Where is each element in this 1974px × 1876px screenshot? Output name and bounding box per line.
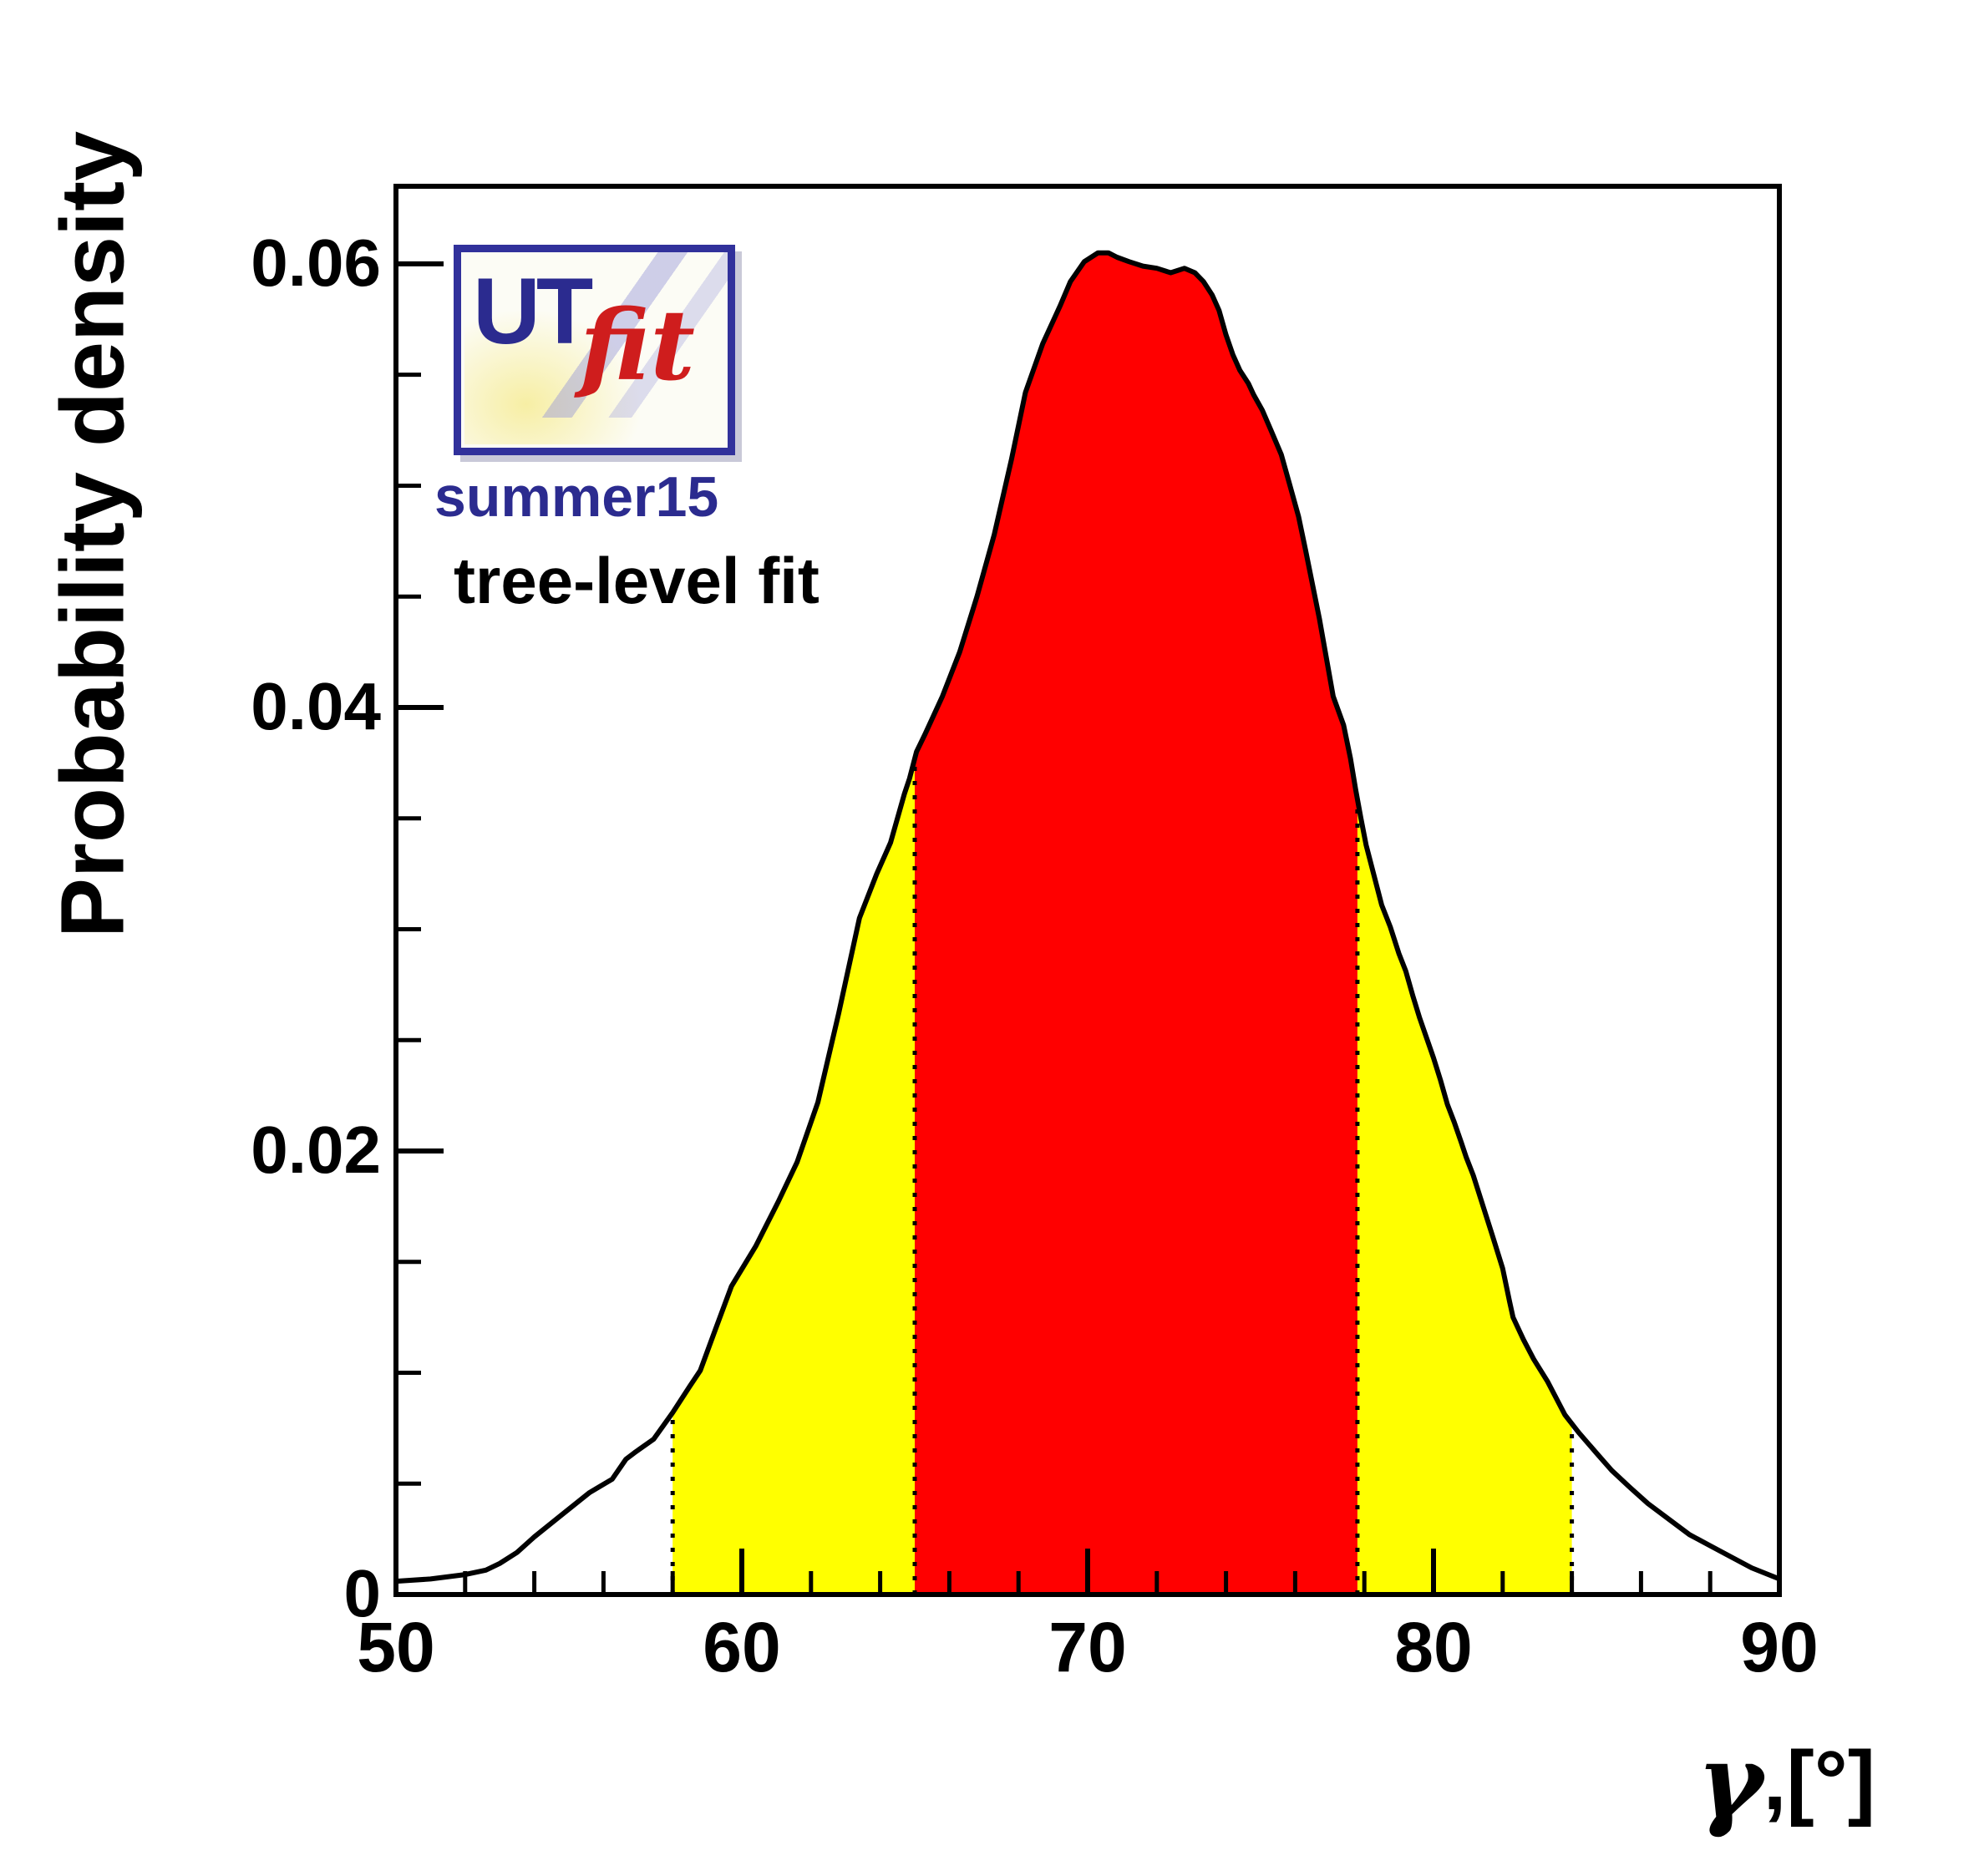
y-tick-label: 0 <box>343 1556 382 1630</box>
ci68-region <box>915 252 1357 1595</box>
logo-text-ut: UT <box>473 259 593 363</box>
y-tick-label: 0.04 <box>251 668 381 743</box>
pdf-curve <box>395 250 1781 1584</box>
edition-label: summer15 <box>434 465 719 529</box>
logo-background-yellow-patch <box>464 311 640 444</box>
x-axis-title-units: ,[°] <box>1763 1734 1875 1828</box>
utfit-logo: UT fit <box>454 245 735 455</box>
gamma-symbol: γ <box>1697 1722 1763 1840</box>
x-tick-label: 50 <box>357 1608 435 1686</box>
x-tick-label: 80 <box>1394 1608 1473 1686</box>
x-tick-label: 90 <box>1740 1608 1819 1686</box>
y-axis-title: Probability density <box>41 130 143 939</box>
logo-text-fit: fit <box>580 289 695 403</box>
y-tick-label: 0.02 <box>251 1112 381 1187</box>
y-tick-label: 0.06 <box>251 225 381 300</box>
logo-background-blue-stripes <box>539 252 728 418</box>
x-axis-title: γ,[°] <box>1697 1722 1875 1840</box>
fit-type-label: tree-level fit <box>454 544 820 617</box>
x-tick-label: 60 <box>703 1608 781 1686</box>
x-tick-label: 70 <box>1048 1608 1127 1686</box>
